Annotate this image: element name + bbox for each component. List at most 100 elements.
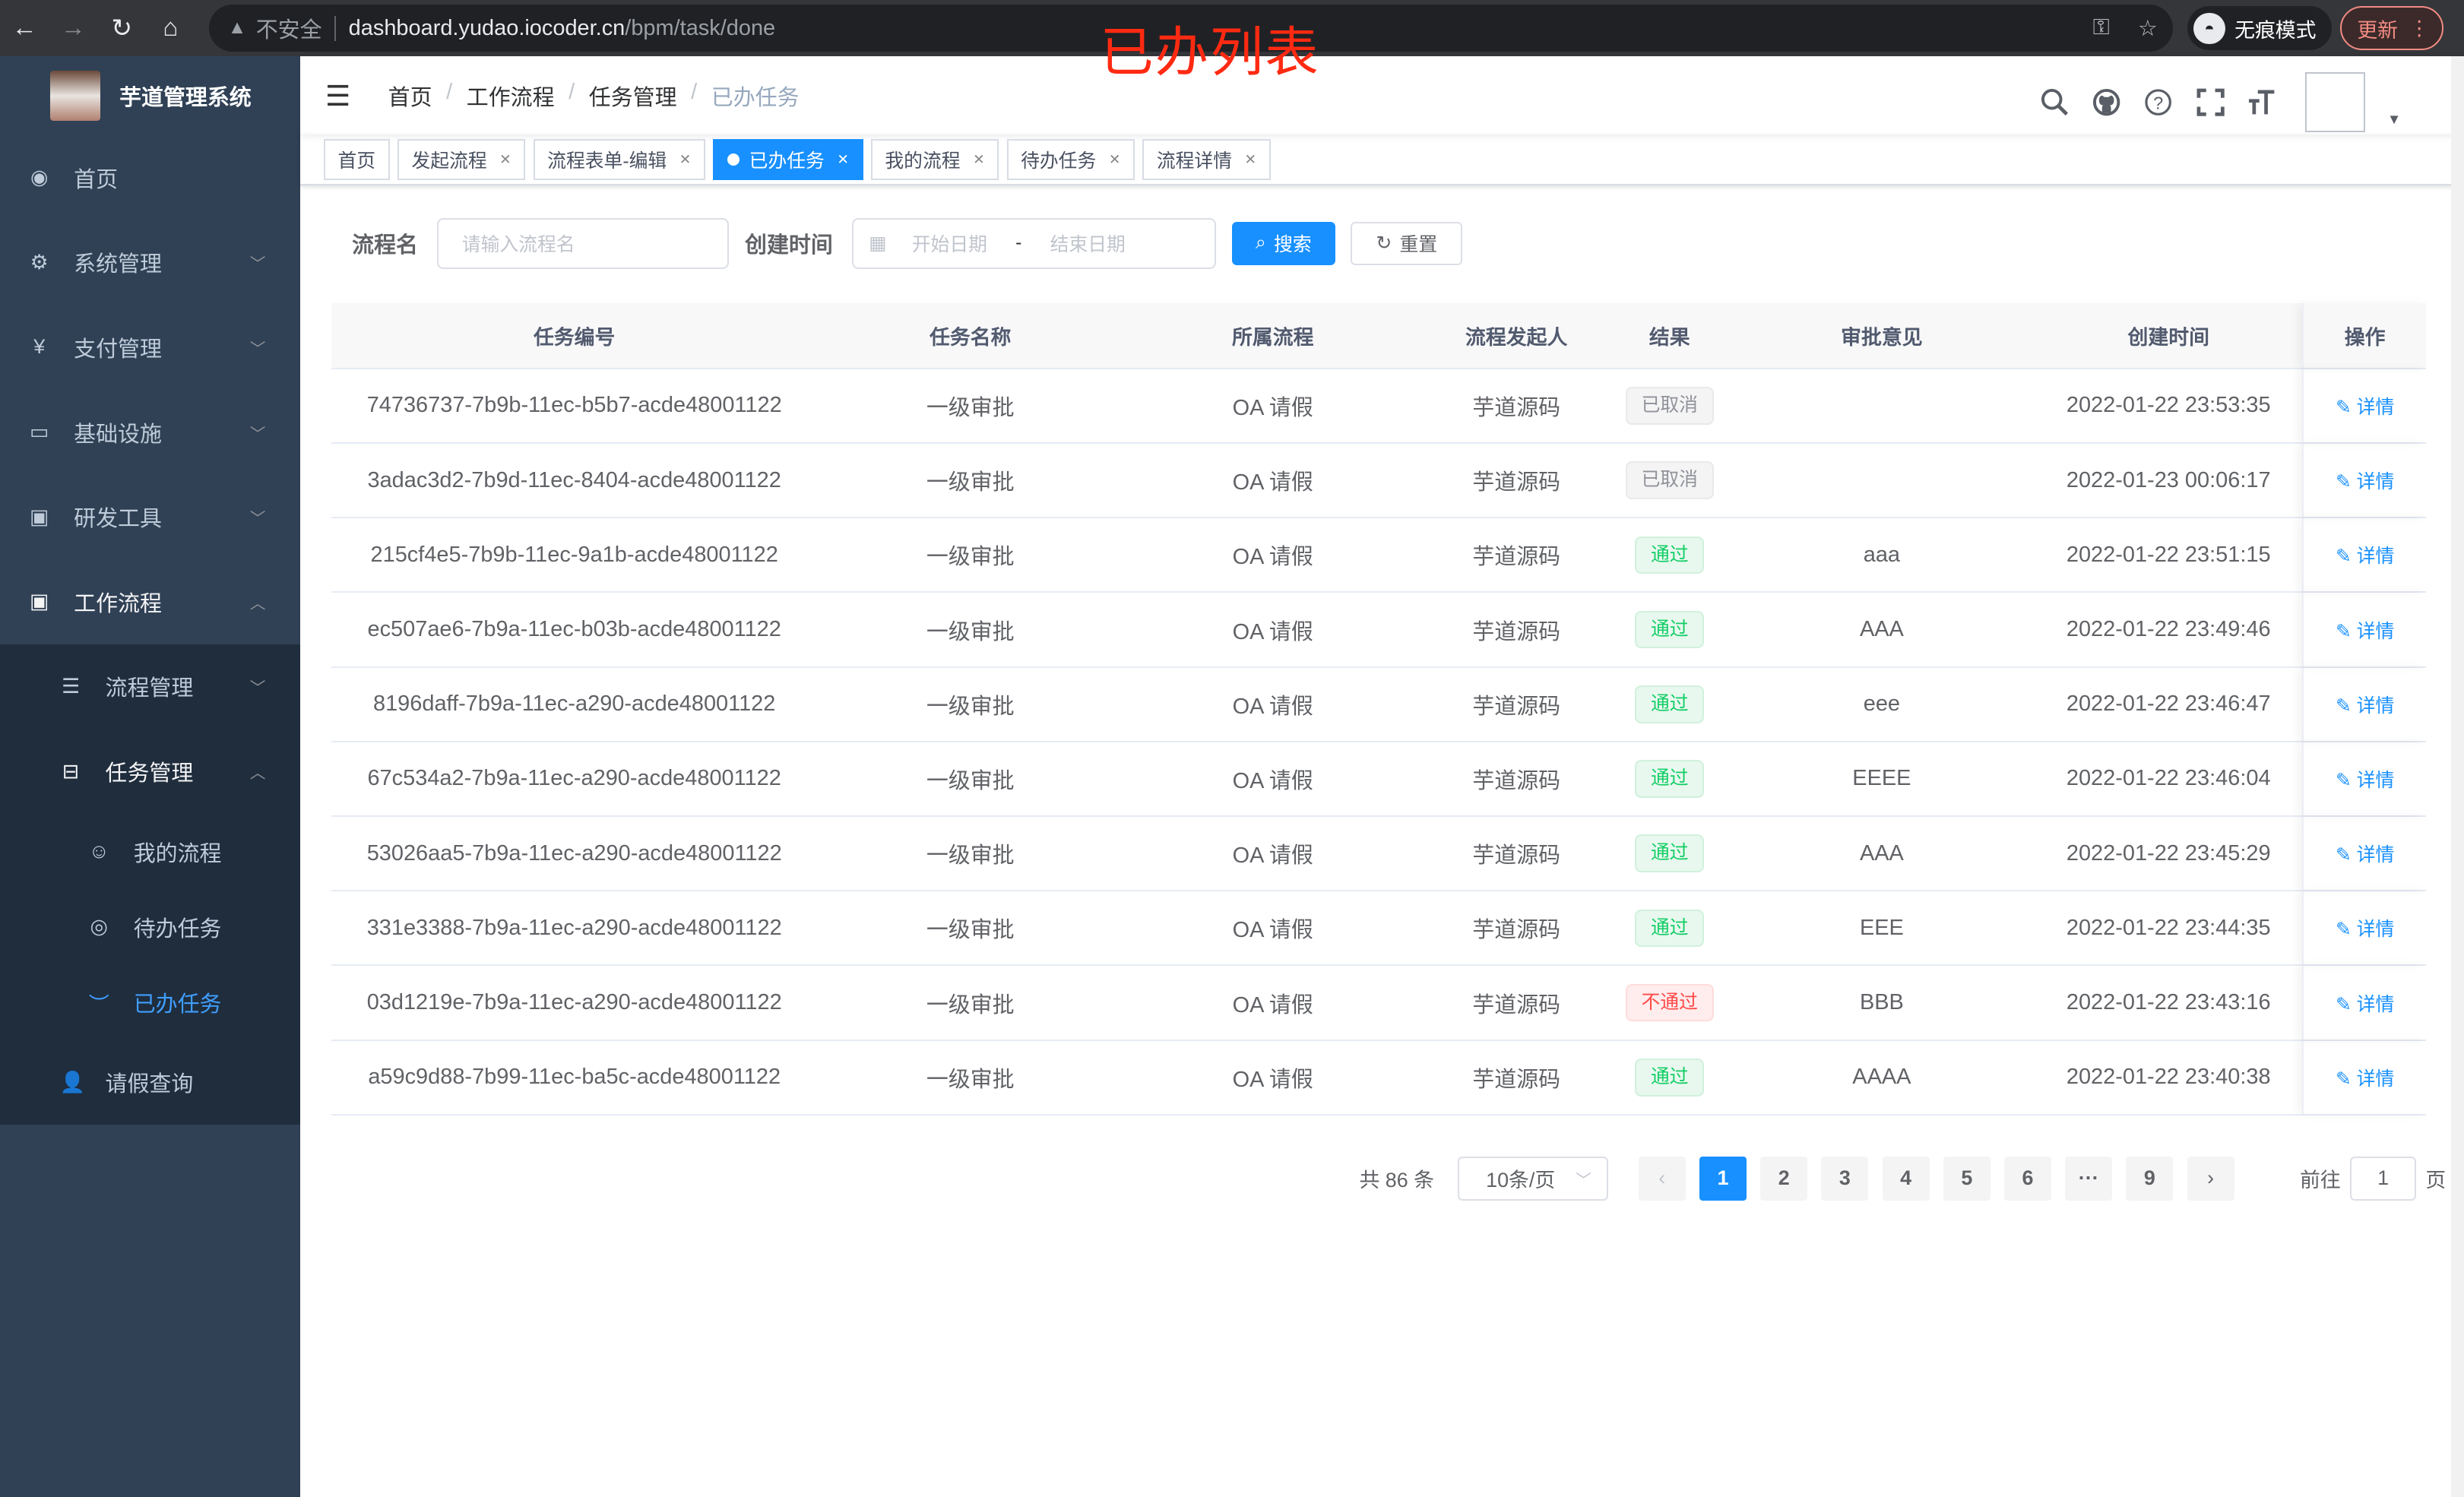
scrollbar[interactable] bbox=[2451, 56, 2464, 1497]
sidebar-item-infra[interactable]: ▭ 基础设施 ﹀ bbox=[0, 390, 300, 475]
sidebar-item-system[interactable]: ⚙ 系统管理 ﹀ bbox=[0, 220, 300, 305]
reset-button[interactable]: ↻ 重置 bbox=[1351, 221, 1463, 266]
sidebar-item-pay[interactable]: ¥ 支付管理 ﹀ bbox=[0, 305, 300, 390]
cell: OA 请假 bbox=[1232, 470, 1313, 495]
incognito-badge[interactable]: ◓ 无痕模式 bbox=[2187, 6, 2333, 51]
page-2[interactable]: 2 bbox=[1760, 1156, 1808, 1201]
tag-1[interactable]: 发起流程 ✕ bbox=[397, 139, 526, 180]
edit-icon: ✎ bbox=[2335, 397, 2357, 418]
column-header: 所属流程 bbox=[1232, 325, 1314, 349]
cell: 2022-01-23 00:06:17 bbox=[2066, 467, 2271, 492]
start-date: 开始日期 bbox=[911, 235, 987, 256]
detail-link[interactable]: ✎ 详情 bbox=[2336, 541, 2394, 568]
help-icon[interactable]: ? bbox=[2143, 87, 2173, 117]
sidebar-item-task-manage[interactable]: ⊟ 任务管理 ︿ bbox=[0, 729, 300, 814]
close-icon[interactable]: ✕ bbox=[837, 150, 849, 167]
user-icon: 👤 bbox=[59, 1071, 86, 1094]
fullscreen-icon[interactable] bbox=[2196, 87, 2225, 117]
page-4[interactable]: 4 bbox=[1882, 1156, 1930, 1201]
page-size-select[interactable]: 10条/页 ﹀ bbox=[1458, 1156, 1609, 1201]
key-icon[interactable]: ⚿ bbox=[2092, 14, 2110, 40]
eye-closed-icon: ︶ bbox=[88, 992, 109, 1016]
sidebar-item-process-manage[interactable]: ☰ 流程管理 ﹀ bbox=[0, 644, 300, 730]
cell: 芋道源码 bbox=[1472, 545, 1561, 570]
font-size-icon[interactable] bbox=[2247, 87, 2277, 117]
update-button[interactable]: 更新 ⋮ bbox=[2339, 6, 2444, 51]
detail-link[interactable]: ✎ 详情 bbox=[2336, 989, 2394, 1017]
table-row: 67c534a2-7b9a-11ec-a290-acde48001122 一级审批… bbox=[331, 742, 2427, 818]
incognito-label: 无痕模式 bbox=[2234, 18, 2317, 42]
prev-page-button[interactable]: ‹ bbox=[1638, 1156, 1686, 1201]
sidebar-item-done[interactable]: ︶ 已办任务 bbox=[0, 964, 300, 1040]
cell: BBB bbox=[1859, 990, 1904, 1015]
close-icon[interactable]: ✕ bbox=[499, 150, 511, 167]
breadcrumb-item[interactable]: 首页 bbox=[388, 86, 432, 111]
detail-link[interactable]: ✎ 详情 bbox=[2336, 691, 2394, 718]
cell: 2022-01-22 23:51:15 bbox=[2066, 542, 2271, 567]
detail-link[interactable]: ✎ 详情 bbox=[2336, 392, 2394, 419]
goto-page-input[interactable]: 1 bbox=[2350, 1156, 2416, 1201]
address-bar[interactable]: ▲ 不安全 dashboard.yudao.iocoder.cn/bpm/tas… bbox=[208, 5, 2174, 52]
sidebar-item-my-process[interactable]: ☺ 我的流程 bbox=[0, 814, 300, 889]
sidebar-item-todo[interactable]: ◎ 待办任务 bbox=[0, 889, 300, 964]
tag-3[interactable]: 已办任务 ✕ bbox=[713, 139, 863, 180]
calendar-icon: ▦ bbox=[869, 233, 887, 255]
close-icon[interactable]: ✕ bbox=[1108, 150, 1121, 167]
page-9[interactable]: 9 bbox=[2126, 1156, 2174, 1201]
refresh-icon: ↻ bbox=[1376, 233, 1392, 255]
home-icon[interactable]: ⌂ bbox=[163, 14, 179, 43]
label: 请假查询 bbox=[105, 1072, 194, 1097]
search-button[interactable]: ⌕ 搜索 bbox=[1231, 221, 1335, 266]
page-5[interactable]: 5 bbox=[1943, 1156, 1991, 1201]
chevron-down-icon: ﹀ bbox=[249, 679, 266, 698]
sidebar-item-leave[interactable]: 👤 请假查询 bbox=[0, 1040, 300, 1125]
detail-link[interactable]: ✎ 详情 bbox=[2336, 1064, 2394, 1091]
detail-link[interactable]: ✎ 详情 bbox=[2336, 765, 2394, 793]
tag-5[interactable]: 待办任务 ✕ bbox=[1006, 139, 1135, 180]
forward-icon[interactable]: → bbox=[60, 14, 86, 43]
search-icon[interactable] bbox=[2040, 87, 2070, 117]
close-icon[interactable]: ✕ bbox=[1244, 150, 1257, 167]
cell: 一级审批 bbox=[926, 694, 1015, 719]
cell: 2022-01-22 23:44:35 bbox=[2066, 915, 2271, 940]
sidebar-item-workflow[interactable]: ▣ 工作流程 ︿ bbox=[0, 559, 300, 644]
page-···[interactable]: ··· bbox=[2065, 1156, 2113, 1201]
cell: EEEE bbox=[1852, 766, 1911, 791]
tag-4[interactable]: 我的流程 ✕ bbox=[870, 139, 999, 180]
cell: 芋道源码 bbox=[1472, 395, 1561, 420]
detail-link[interactable]: ✎ 详情 bbox=[2336, 914, 2394, 942]
date-range-picker[interactable]: ▦ 开始日期 - 结束日期 bbox=[851, 218, 1217, 269]
avatar[interactable] bbox=[2305, 72, 2365, 132]
tag-0[interactable]: 首页 bbox=[323, 139, 390, 180]
cell-actions: ✎ 详情 bbox=[2301, 742, 2426, 816]
label: 搜索 bbox=[1274, 235, 1312, 256]
page-6[interactable]: 6 bbox=[2003, 1156, 2051, 1201]
github-icon[interactable] bbox=[2092, 87, 2121, 117]
tag-2[interactable]: 流程表单-编辑 ✕ bbox=[533, 139, 705, 180]
hamburger-icon[interactable]: ☰ bbox=[325, 80, 351, 112]
page-3[interactable]: 3 bbox=[1821, 1156, 1869, 1201]
sidebar-item-devtools[interactable]: ▣ 研发工具 ﹀ bbox=[0, 474, 300, 559]
detail-link[interactable]: ✎ 详情 bbox=[2336, 467, 2394, 494]
reload-icon[interactable]: ↻ bbox=[111, 14, 133, 43]
caret-down-icon[interactable]: ▼ bbox=[2386, 111, 2402, 128]
detail-link[interactable]: ✎ 详情 bbox=[2336, 616, 2394, 644]
page-1[interactable]: 1 bbox=[1699, 1156, 1747, 1201]
process-name-input[interactable]: 请输入流程名 bbox=[436, 218, 730, 269]
tag-6[interactable]: 流程详情 ✕ bbox=[1142, 139, 1271, 180]
cell-actions: ✎ 详情 bbox=[2301, 891, 2426, 965]
app-logo[interactable]: 芋道管理系统 bbox=[0, 56, 300, 135]
workflow-submenu: ☰ 流程管理 ﹀ ⊟ 任务管理 ︿ ☺ 我的流程 ◎ 待办任务 ︶ 已办任务 👤 请假查询 bbox=[0, 644, 300, 1125]
close-icon[interactable]: ✕ bbox=[679, 150, 692, 167]
next-page-button[interactable]: › bbox=[2187, 1156, 2234, 1201]
label: 研发工具 bbox=[74, 507, 162, 532]
star-icon[interactable]: ☆ bbox=[2137, 16, 2158, 41]
close-icon[interactable]: ✕ bbox=[973, 150, 985, 167]
sidebar-item-home[interactable]: ◉ 首页 bbox=[0, 135, 300, 220]
goto-value: 1 bbox=[2377, 1166, 2390, 1190]
column-header: 审批意见 bbox=[1841, 325, 1923, 349]
back-icon[interactable]: ← bbox=[11, 14, 37, 43]
cell: OA 请假 bbox=[1232, 843, 1313, 869]
detail-link[interactable]: ✎ 详情 bbox=[2336, 840, 2394, 867]
cell: 一级审批 bbox=[926, 619, 1015, 644]
